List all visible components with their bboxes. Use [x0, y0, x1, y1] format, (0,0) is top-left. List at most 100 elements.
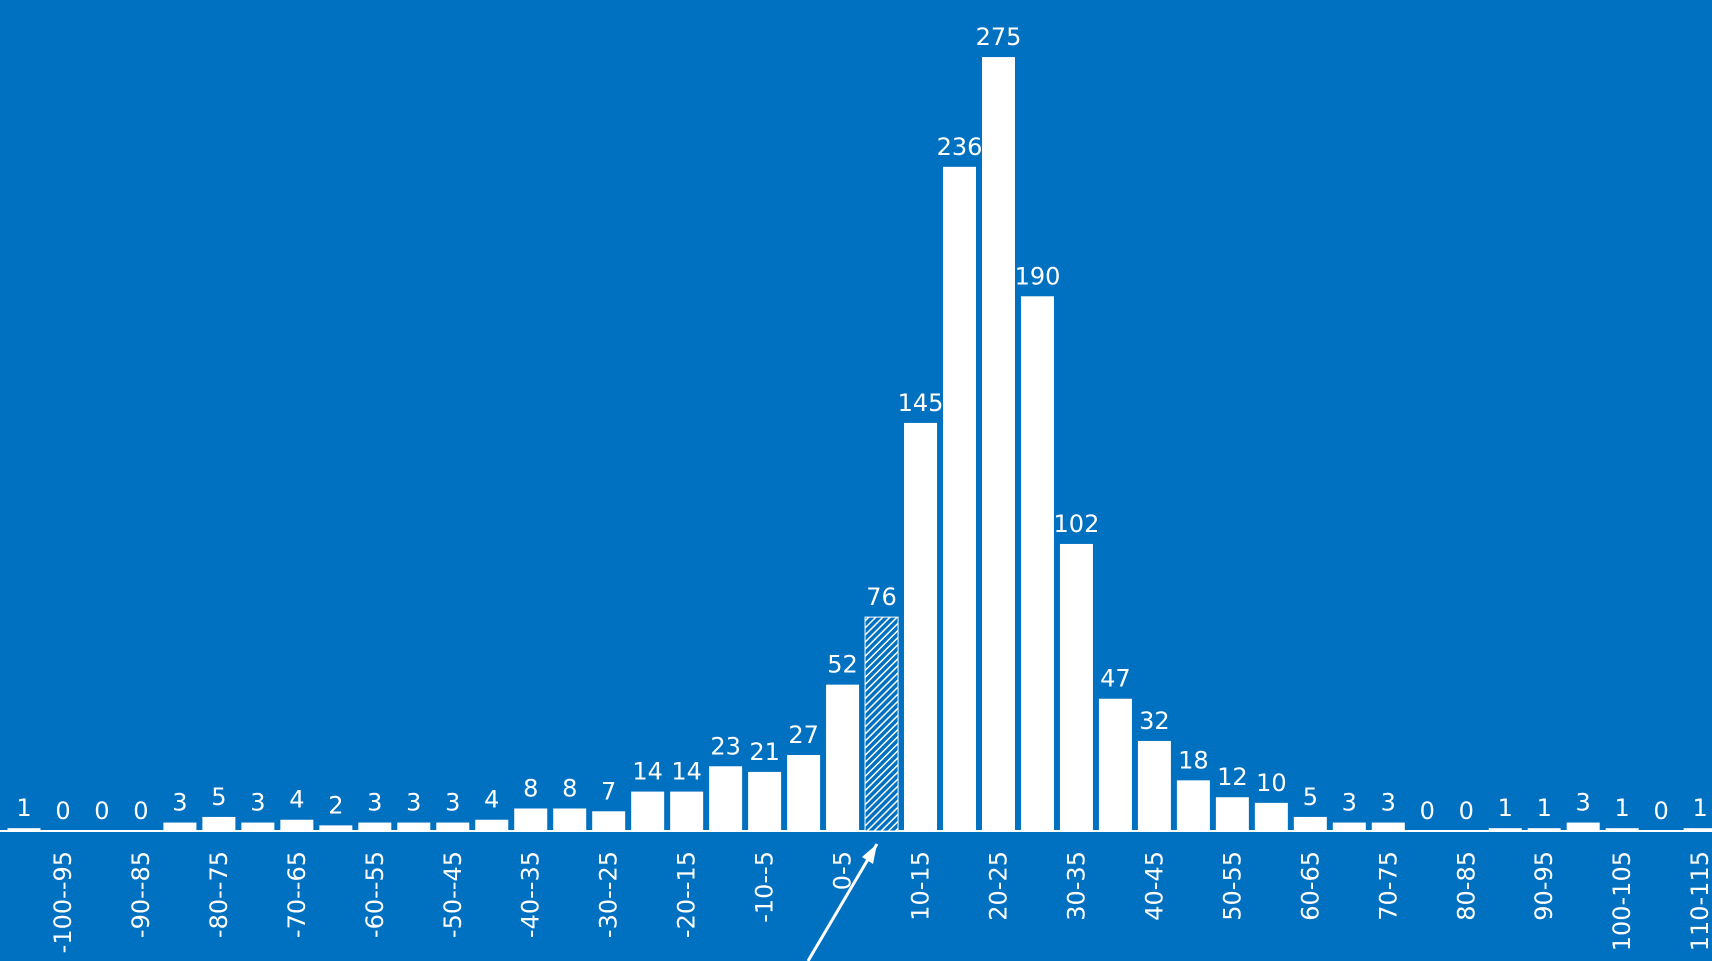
value-label: 102 — [1054, 510, 1100, 538]
bar — [1332, 822, 1366, 831]
value-label: 47 — [1100, 665, 1131, 693]
bar — [280, 819, 314, 831]
value-label: 21 — [749, 738, 780, 766]
value-label: 4 — [289, 786, 304, 814]
value-label: 12 — [1217, 763, 1248, 791]
value-label: 32 — [1139, 707, 1170, 735]
bar — [1605, 828, 1639, 831]
bar — [1527, 828, 1561, 831]
bar — [1176, 780, 1210, 831]
value-label: 0 — [133, 797, 148, 825]
value-label: 1 — [1692, 794, 1707, 822]
value-label: 3 — [1342, 789, 1357, 817]
bar — [397, 822, 431, 831]
bar — [553, 808, 587, 831]
value-label: 1 — [1498, 794, 1513, 822]
bar — [1293, 816, 1327, 831]
value-label: 8 — [523, 774, 538, 802]
value-label: 0 — [1420, 797, 1435, 825]
value-label: 3 — [406, 789, 421, 817]
value-label: 14 — [632, 758, 663, 786]
value-label: 76 — [866, 583, 897, 611]
value-label: 4 — [484, 786, 499, 814]
bar — [1566, 822, 1600, 831]
value-label: 1 — [16, 794, 31, 822]
x-tick-label: -60--55 — [361, 851, 389, 938]
value-label: 3 — [367, 789, 382, 817]
bar — [1020, 296, 1054, 831]
value-label: 0 — [94, 797, 109, 825]
bar — [1215, 797, 1249, 831]
x-tick-label: 80-85 — [1452, 851, 1480, 921]
bar — [592, 811, 626, 831]
x-tick-label: 20-25 — [984, 851, 1012, 921]
value-label: 18 — [1178, 746, 1209, 774]
x-tick-label: 70-75 — [1374, 851, 1402, 921]
value-label: 8 — [562, 774, 577, 802]
value-label: 7 — [601, 777, 616, 805]
bar — [904, 422, 938, 831]
value-label: 10 — [1256, 769, 1287, 797]
value-label: 145 — [898, 389, 944, 417]
value-label: 0 — [1459, 797, 1474, 825]
bar — [7, 828, 41, 831]
value-label: 2 — [328, 791, 343, 819]
x-tick-label: -10--5 — [751, 851, 779, 923]
value-label: 3 — [445, 789, 460, 817]
bar — [1683, 828, 1712, 831]
arrow-head — [862, 844, 877, 864]
bar — [163, 822, 197, 831]
x-tick-label: -30--25 — [595, 851, 623, 938]
bar — [709, 766, 743, 831]
value-label: 3 — [172, 789, 187, 817]
value-label: 3 — [250, 789, 265, 817]
bar — [826, 684, 860, 831]
x-tick-label: -90--85 — [127, 851, 155, 938]
x-tick-label: 90-95 — [1530, 851, 1558, 921]
bar — [319, 825, 353, 831]
value-label: 1 — [1615, 794, 1630, 822]
bar — [358, 822, 392, 831]
value-label: 3 — [1576, 789, 1591, 817]
value-label: 0 — [1654, 797, 1669, 825]
bar — [1098, 698, 1132, 831]
bar — [748, 771, 782, 831]
bar — [1137, 740, 1171, 831]
bar — [241, 822, 275, 831]
x-tick-label: -50--45 — [439, 851, 467, 938]
value-label: 1 — [1537, 794, 1552, 822]
value-label: 275 — [976, 23, 1022, 51]
x-tick-label: 100-105 — [1608, 851, 1636, 951]
x-tick-label: 30-35 — [1062, 851, 1090, 921]
bar — [864, 616, 899, 832]
value-label: 27 — [788, 721, 819, 749]
bar — [1488, 828, 1522, 831]
value-label: 5 — [1303, 783, 1318, 811]
bar — [631, 791, 665, 831]
bar — [514, 808, 548, 831]
value-label: 5 — [211, 783, 226, 811]
bar — [670, 791, 704, 831]
bar — [1059, 543, 1093, 831]
x-tick-label: 0-5 — [829, 851, 857, 890]
x-tick-label: -70--65 — [283, 851, 311, 938]
x-tick-label: 10-15 — [907, 851, 935, 921]
x-tick-label: -40--35 — [517, 851, 545, 938]
value-label: 236 — [937, 133, 983, 161]
x-tick-label: 110-115 — [1686, 851, 1712, 951]
bar — [202, 816, 236, 831]
x-tick-label: -80--75 — [205, 851, 233, 938]
x-tick-label: 60-65 — [1296, 851, 1324, 921]
x-tick-label: 50-55 — [1218, 851, 1246, 921]
pointer-arrow — [806, 843, 879, 961]
value-label: 190 — [1015, 262, 1061, 290]
bar — [1371, 822, 1405, 831]
bar — [787, 755, 821, 831]
x-tick-label: -20--15 — [673, 851, 701, 938]
value-label: 0 — [55, 797, 70, 825]
x-tick-label: -100--95 — [49, 851, 77, 953]
bar — [981, 57, 1015, 832]
x-tick-label: 40-45 — [1140, 851, 1168, 921]
bar — [1254, 802, 1288, 831]
